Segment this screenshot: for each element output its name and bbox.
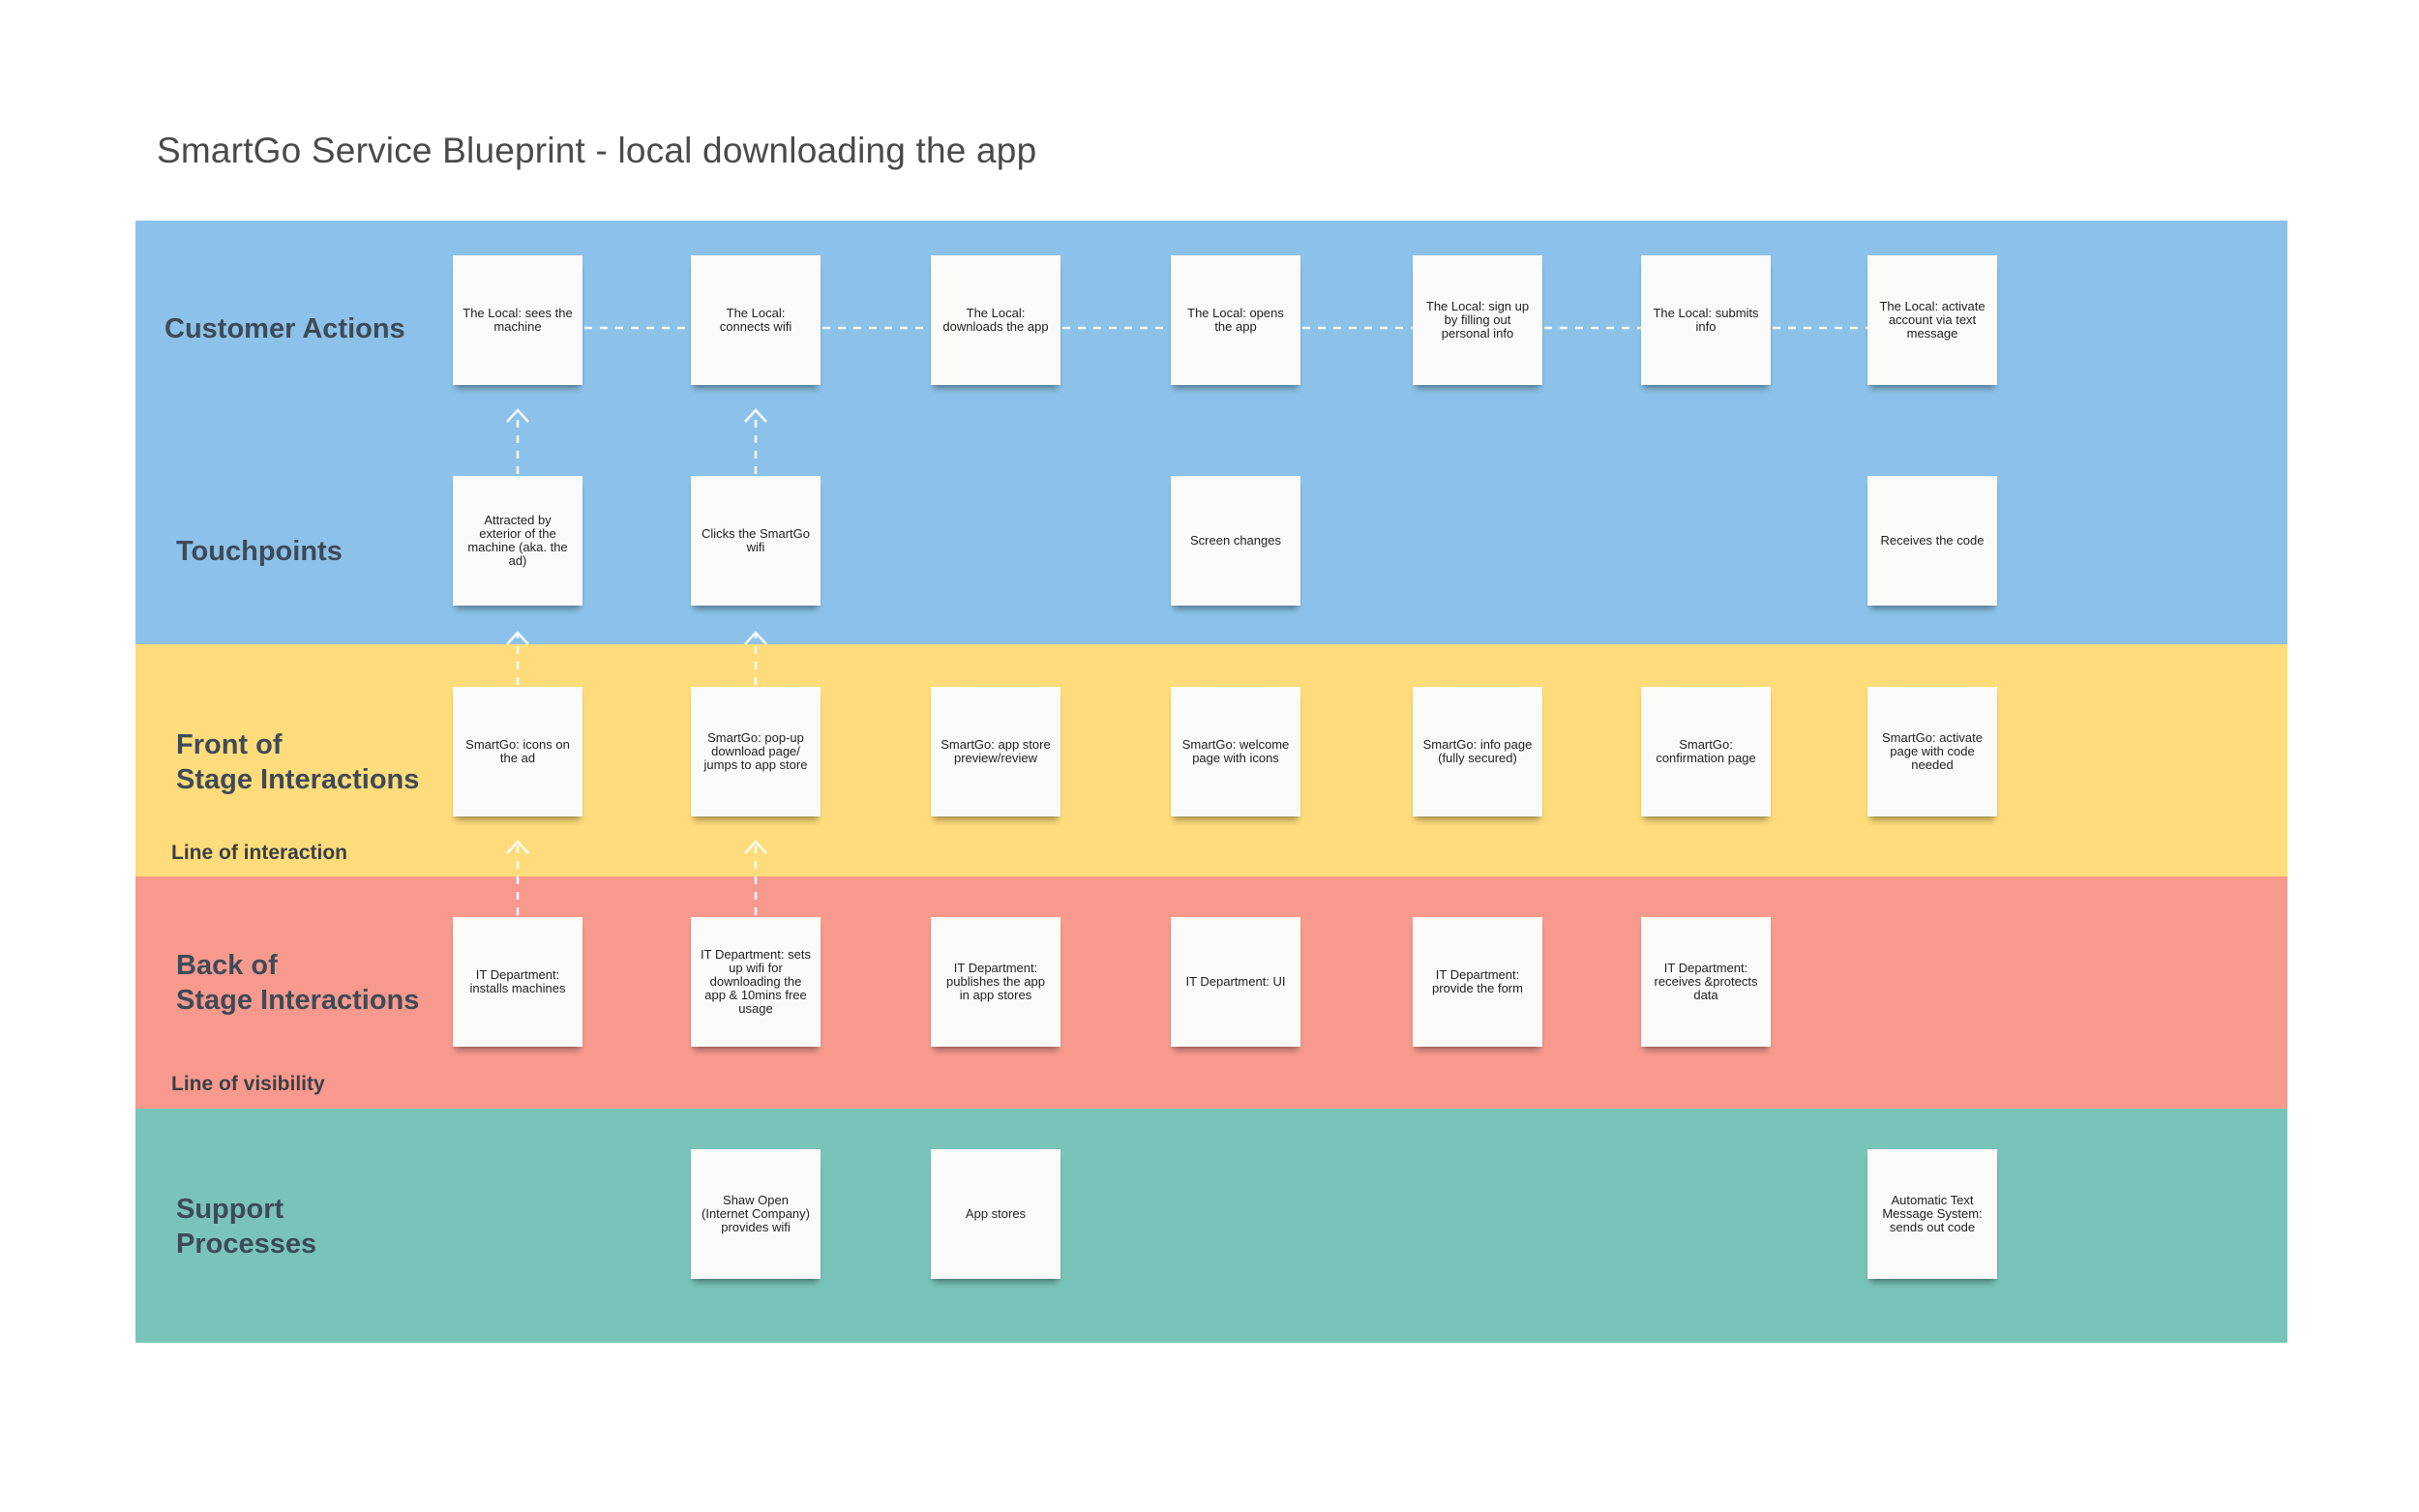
sticky-note-touchpoint-2[interactable]: Clicks the SmartGo wifi	[691, 476, 821, 606]
sticky-note-front-6[interactable]: SmartGo: confirmation page	[1641, 687, 1771, 816]
lane-label-line-2: Stage Interactions	[176, 764, 420, 795]
sticky-note-customer-2[interactable]: The Local: connects wifi	[691, 255, 821, 385]
line-of-visibility-label: Line of visibility	[171, 1073, 325, 1095]
sticky-note-back-1[interactable]: IT Department: installs machines	[453, 917, 582, 1047]
sticky-note-support-1[interactable]: Shaw Open (Internet Company) provides wi…	[691, 1149, 821, 1279]
lane-label-support: Support Processes	[176, 1192, 316, 1261]
sticky-note-back-6[interactable]: IT Department: receives &protects data	[1641, 917, 1771, 1047]
sticky-note-front-7[interactable]: SmartGo: activate page with code needed	[1867, 687, 1997, 816]
sticky-note-back-5[interactable]: IT Department: provide the form	[1413, 917, 1542, 1047]
sticky-note-front-4[interactable]: SmartGo: welcome page with icons	[1171, 687, 1300, 816]
sticky-note-back-4[interactable]: IT Department: UI	[1171, 917, 1300, 1047]
lane-label-text: Customer Actions	[164, 313, 405, 344]
lane-label-customer-actions: Customer Actions	[164, 311, 405, 346]
sticky-note-front-3[interactable]: SmartGo: app store preview/review	[931, 687, 1060, 816]
page-title: SmartGo Service Blueprint - local downlo…	[157, 131, 1037, 170]
lane-label-line-2: Stage Interactions	[176, 985, 420, 1016]
sticky-note-touchpoint-4[interactable]: Receives the code	[1867, 476, 1997, 606]
lane-label-back-stage: Back of Stage Interactions	[176, 948, 419, 1018]
sticky-note-front-5[interactable]: SmartGo: info page (fully secured)	[1413, 687, 1542, 816]
sticky-note-customer-3[interactable]: The Local: downloads the app	[931, 255, 1060, 385]
lane-label-touchpoints: Touchpoints	[176, 534, 343, 569]
sticky-note-front-1[interactable]: SmartGo: icons on the ad	[453, 687, 582, 816]
lane-label-text: Touchpoints	[176, 536, 343, 567]
sticky-note-back-2[interactable]: IT Department: sets up wifi for download…	[691, 917, 821, 1047]
sticky-note-support-2[interactable]: App stores	[931, 1149, 1060, 1279]
sticky-note-touchpoint-1[interactable]: Attracted by exterior of the machine (ak…	[453, 476, 582, 606]
sticky-note-back-3[interactable]: IT Department: publishes the app in app …	[931, 917, 1060, 1047]
lane-label-line-1: Back of	[176, 950, 278, 981]
lane-label-line-2: Processes	[176, 1229, 317, 1260]
sticky-note-customer-7[interactable]: The Local: activate account via text mes…	[1867, 255, 1997, 385]
lane-label-line-1: Support	[176, 1194, 284, 1225]
lane-label-front-stage: Front of Stage Interactions	[176, 727, 419, 797]
lane-label-line-1: Front of	[176, 729, 283, 760]
line-of-interaction-label: Line of interaction	[171, 842, 348, 864]
sticky-note-support-3[interactable]: Automatic Text Message System: sends out…	[1867, 1149, 1997, 1279]
sticky-note-touchpoint-3[interactable]: Screen changes	[1171, 476, 1300, 606]
sticky-note-customer-4[interactable]: The Local: opens the app	[1171, 255, 1300, 385]
sticky-note-customer-5[interactable]: The Local: sign up by filling out person…	[1413, 255, 1542, 385]
sticky-note-customer-1[interactable]: The Local: sees the machine	[453, 255, 582, 385]
sticky-note-front-2[interactable]: SmartGo: pop-up download page/ jumps to …	[691, 687, 821, 816]
sticky-note-customer-6[interactable]: The Local: submits info	[1641, 255, 1771, 385]
